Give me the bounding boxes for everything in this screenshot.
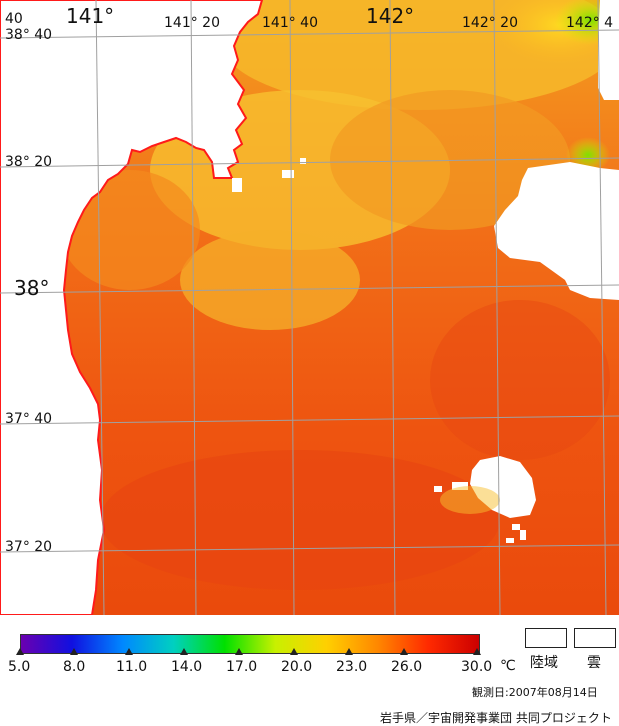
scale-tick: [16, 648, 24, 655]
longitude-label: 141° 40: [262, 15, 318, 31]
temperature-color-scale: [20, 634, 480, 654]
scale-tick: [180, 648, 188, 655]
temperature-unit: ℃: [500, 658, 516, 674]
scale-tick: [235, 648, 243, 655]
warm-water-patch: [60, 170, 200, 290]
cloud-patch: [452, 482, 468, 490]
hot-water-patch: [430, 300, 610, 460]
longitude-label: 141° 20: [164, 15, 220, 31]
latitude-label: 37° 20: [5, 539, 53, 555]
scale-tick-label: 14.0: [171, 659, 203, 675]
cloud-patch: [282, 170, 294, 178]
latitude-label: 38° 40: [5, 27, 53, 43]
scale-tick: [345, 648, 353, 655]
cloud-patch: [506, 538, 514, 543]
longitude-label: 142°: [366, 4, 415, 28]
scale-tick: [70, 648, 78, 655]
cloud-patch: [512, 524, 520, 530]
sea-surface-temperature-map: 40 141° 141° 20 141° 40 142° 142° 20 142…: [0, 0, 619, 615]
latitude-label: 38°: [14, 276, 50, 300]
graticule: [0, 0, 619, 615]
scale-tick: [290, 648, 298, 655]
scale-tick-label: 26.0: [391, 659, 423, 675]
scale-tick: [125, 648, 133, 655]
observation-date: 観測日:2007年08月14日: [472, 686, 598, 699]
scale-tick-label: 5.0: [8, 659, 31, 675]
sst-map-svg: [0, 0, 619, 615]
scale-tick-label: 23.0: [336, 659, 368, 675]
scale-tick-label: 11.0: [116, 659, 148, 675]
scale-tick: [400, 648, 408, 655]
land-area: [0, 0, 264, 615]
cloud-area: [494, 162, 619, 300]
warm-water-patch: [180, 230, 360, 330]
scale-tick-label: 20.0: [281, 659, 313, 675]
longitude-label: 142° 4: [566, 15, 614, 31]
cloud-area: [598, 0, 619, 100]
cloud-patch: [232, 178, 242, 192]
longitude-label: 141°: [66, 4, 115, 28]
land-legend-swatch: [525, 628, 567, 648]
hot-water-patch: [100, 450, 500, 590]
scale-tick: [473, 648, 481, 655]
cloud-legend-label: 雲: [587, 655, 601, 671]
land-legend-label: 陸域: [530, 655, 558, 671]
warm-water-patch: [440, 486, 500, 514]
latitude-label: 37° 40: [5, 411, 53, 427]
cloud-patch: [520, 530, 526, 540]
longitude-label: 40: [5, 11, 23, 27]
latitude-label: 38° 20: [5, 154, 53, 170]
longitude-label: 142° 20: [462, 15, 518, 31]
cloud-legend-swatch: [574, 628, 616, 648]
cloud-patch: [434, 486, 442, 492]
scale-tick-label: 30.0: [461, 659, 493, 675]
scale-tick-label: 8.0: [63, 659, 86, 675]
scale-tick-label: 17.0: [226, 659, 258, 675]
credit-text: 岩手県／宇宙開発事業団 共同プロジェクト: [380, 711, 612, 725]
cloud-patch: [300, 158, 306, 164]
